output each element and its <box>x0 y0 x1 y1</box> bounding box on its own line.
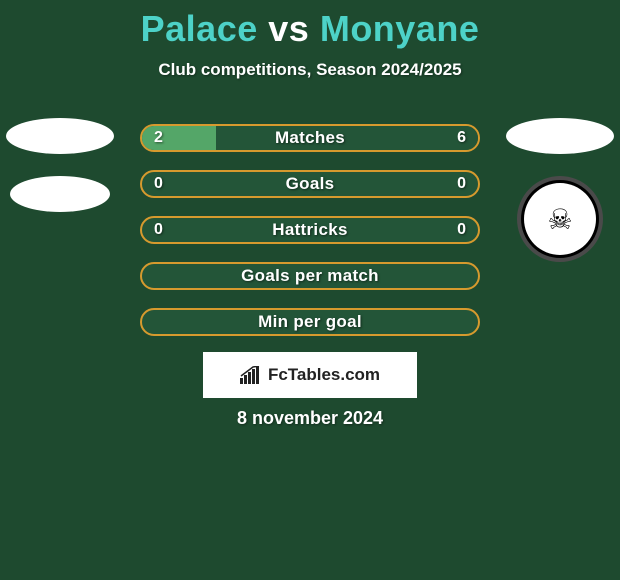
right-club-badge: ☠ 1937 <box>517 176 603 262</box>
right-team-logo-1 <box>506 118 614 154</box>
bar-label: Goals per match <box>142 264 478 288</box>
subtitle: Club competitions, Season 2024/2025 <box>0 60 620 80</box>
title-vs: vs <box>268 8 309 49</box>
right-logos: ☠ 1937 <box>506 118 614 262</box>
date-label: 8 november 2024 <box>0 408 620 429</box>
comparison-card: Palace vs Monyane Club competitions, Sea… <box>0 0 620 580</box>
watermark: FcTables.com <box>203 352 417 398</box>
stat-bar: Min per goal <box>140 308 480 336</box>
bar-label: Hattricks <box>142 218 478 242</box>
left-team-logo-2 <box>10 176 110 212</box>
left-team-logo-1 <box>6 118 114 154</box>
chart-icon <box>240 366 262 384</box>
bar-label: Matches <box>142 126 478 150</box>
page-title: Palace vs Monyane <box>0 0 620 50</box>
title-left: Palace <box>141 8 258 49</box>
bar-label: Min per goal <box>142 310 478 334</box>
bar-label: Goals <box>142 172 478 196</box>
stat-bar: 26Matches <box>140 124 480 152</box>
title-right: Monyane <box>320 8 480 49</box>
left-logos <box>6 118 114 212</box>
watermark-text: FcTables.com <box>268 365 380 385</box>
club-year: 1937 <box>551 241 569 250</box>
stat-bar: 00Goals <box>140 170 480 198</box>
stat-bar: 00Hattricks <box>140 216 480 244</box>
comparison-bars: 26Matches 00Goals 00Hattricks Goals per mat… <box>140 124 480 336</box>
stat-bar: Goals per match <box>140 262 480 290</box>
